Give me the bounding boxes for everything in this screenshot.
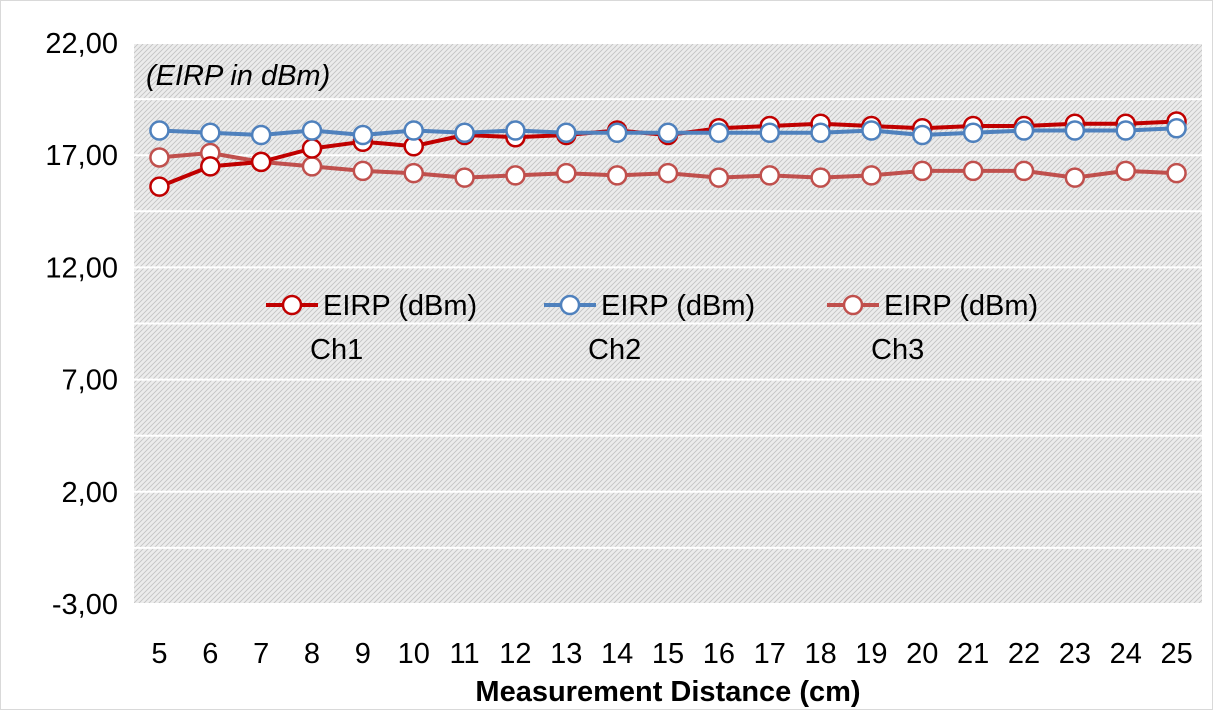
- data-point: [861, 165, 882, 186]
- x-tick-label: 18: [804, 638, 836, 670]
- data-point: [403, 120, 424, 141]
- data-point: [301, 120, 323, 141]
- x-tick-label: 7: [253, 638, 269, 670]
- data-point: [403, 162, 424, 184]
- data-point: [606, 122, 628, 144]
- data-point: [454, 167, 475, 188]
- x-tick-label: 15: [652, 638, 684, 670]
- legend-label-channel: Ch3: [871, 334, 924, 366]
- data-point: [200, 122, 221, 144]
- data-point: [708, 167, 730, 188]
- x-tick-label: 12: [499, 638, 531, 670]
- data-point: [1166, 162, 1187, 184]
- y-tick-label: 12,00: [45, 252, 118, 284]
- legend-marker: [281, 294, 303, 316]
- legend-label: EIRP (dBm): [323, 290, 477, 322]
- data-point: [861, 120, 882, 141]
- legend-marker: [559, 294, 581, 316]
- data-point: [1013, 120, 1035, 141]
- x-tick-label: 5: [151, 638, 167, 670]
- data-point: [962, 122, 984, 144]
- data-point: [759, 122, 780, 144]
- data-point: [556, 162, 577, 184]
- data-point: [1166, 118, 1187, 139]
- y-tick-label: 2,00: [62, 477, 118, 509]
- series-layer: [149, 111, 1187, 197]
- y-tick-label: 17,00: [45, 140, 118, 172]
- x-tick-label: 16: [703, 638, 735, 670]
- data-point: [149, 176, 170, 197]
- data-point: [250, 124, 272, 146]
- data-point: [454, 122, 475, 144]
- data-point: [1013, 160, 1035, 182]
- legend-label: EIRP (dBm): [884, 290, 1038, 322]
- x-tick-label: 13: [550, 638, 582, 670]
- data-point: [1115, 120, 1136, 141]
- x-tick-label: 6: [202, 638, 218, 670]
- data-point: [352, 124, 374, 146]
- data-point: [810, 167, 831, 188]
- data-point: [505, 120, 526, 141]
- x-tick-label: 20: [906, 638, 938, 670]
- y-axis-ticks: -3,00 2,00 7,00 12,00 17,00 22,00: [45, 28, 118, 621]
- data-point: [301, 138, 323, 159]
- legend: EIRP (dBm) Ch1 EIRP (dBm) Ch2 EIRP (dBm) Ch3: [266, 290, 1038, 366]
- legend-marker: [842, 294, 864, 316]
- series-ch2: [149, 118, 1187, 146]
- y-tick-label: 22,00: [45, 28, 118, 60]
- x-tick-label: 17: [754, 638, 786, 670]
- data-point: [200, 156, 221, 177]
- data-point: [1064, 167, 1086, 188]
- x-tick-label: 22: [1008, 638, 1040, 670]
- data-point: [810, 122, 831, 144]
- data-point: [759, 165, 780, 186]
- data-point: [1115, 160, 1136, 182]
- x-tick-label: 19: [855, 638, 887, 670]
- data-point: [301, 156, 323, 177]
- x-tick-label: 23: [1059, 638, 1091, 670]
- data-point: [1064, 120, 1086, 141]
- data-point: [250, 151, 272, 173]
- x-tick-label: 10: [398, 638, 430, 670]
- chart-annotation: (EIRP in dBm): [146, 60, 330, 92]
- x-tick-label: 9: [355, 638, 371, 670]
- data-point: [606, 165, 628, 186]
- x-tick-label: 21: [957, 638, 989, 670]
- legend-item-ch1: EIRP (dBm) Ch1: [266, 290, 477, 366]
- data-point: [505, 165, 526, 186]
- legend-item-ch2: EIRP (dBm) Ch2: [544, 290, 755, 366]
- x-axis-title: Measurement Distance (cm): [475, 676, 860, 708]
- data-point: [657, 122, 679, 144]
- x-tick-label: 8: [304, 638, 320, 670]
- x-tick-label: 14: [601, 638, 633, 670]
- legend-label-channel: Ch1: [310, 334, 363, 366]
- data-point: [352, 160, 374, 182]
- x-tick-label: 25: [1160, 638, 1192, 670]
- data-point: [657, 162, 679, 184]
- data-point: [556, 122, 577, 144]
- data-point: [962, 160, 984, 182]
- legend-label: EIRP (dBm): [601, 290, 755, 322]
- data-point: [912, 124, 933, 146]
- y-tick-label: 7,00: [62, 365, 118, 397]
- data-point: [149, 147, 170, 168]
- x-axis-ticks: 5 6 7 8 9 10 11 12 13 14 15 16 17 18 19 20 21 22 23 24 25: [151, 638, 1192, 670]
- data-point: [708, 122, 730, 144]
- legend-item-ch3: EIRP (dBm) Ch3: [827, 290, 1038, 366]
- data-point: [149, 120, 170, 141]
- data-point: [912, 160, 933, 182]
- legend-label-channel: Ch2: [588, 334, 641, 366]
- x-tick-label: 24: [1110, 638, 1142, 670]
- y-tick-label: -3,00: [52, 589, 118, 621]
- x-tick-label: 11: [450, 638, 480, 670]
